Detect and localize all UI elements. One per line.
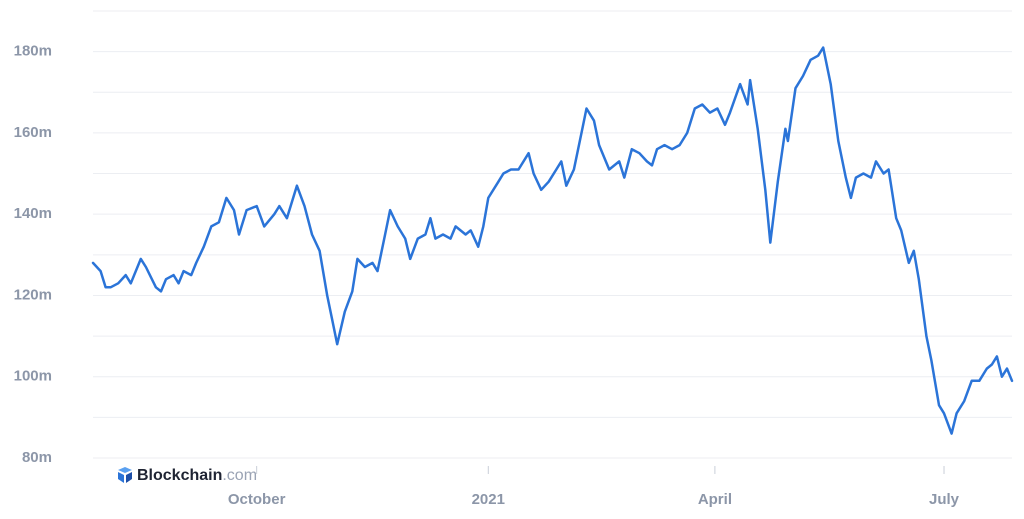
y-tick-label: 180m xyxy=(14,43,52,60)
brand-name: Blockchain xyxy=(137,467,222,484)
y-tick-label: 100m xyxy=(14,368,52,385)
brand: Blockchain.com xyxy=(137,467,257,484)
x-tick-label: April xyxy=(698,491,732,508)
brand-suffix: .com xyxy=(222,467,257,484)
x-tick-label: July xyxy=(929,491,960,508)
y-tick-label: 160m xyxy=(14,124,52,141)
watermark: Blockchain.com xyxy=(118,467,257,484)
data-line xyxy=(91,46,1014,435)
logo-left xyxy=(118,472,124,483)
x-tick-label: 2021 xyxy=(472,491,505,508)
logo-right xyxy=(126,472,132,483)
logo-top xyxy=(118,467,132,473)
x-tick-label: October xyxy=(228,491,286,508)
y-tick-label: 120m xyxy=(14,286,52,303)
y-tick-label: 140m xyxy=(14,205,52,222)
y-tick-label: 80m xyxy=(22,449,52,466)
